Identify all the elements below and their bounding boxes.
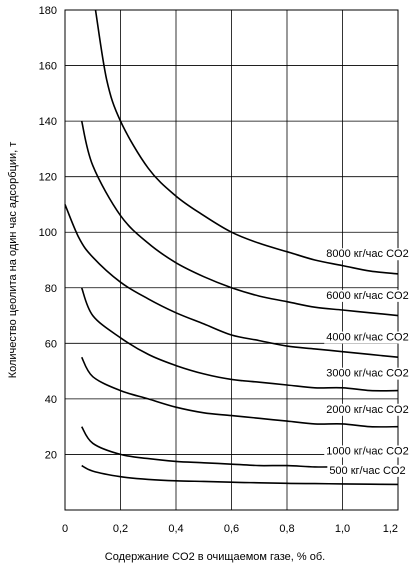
series-label-background [327,464,408,477]
series-label-background [324,248,411,261]
series-line [81,464,399,486]
y-tick-label: 140 [39,116,57,128]
series-labels: 8000 кг/час CO2 6000 кг/час CO2 4000 кг/ча… [324,248,411,477]
series-label: 500 кг/час CO2 [329,465,405,477]
x-tick-label: 1,0 [335,523,350,535]
x-tick-label: 0,2 [113,523,128,535]
y-tick-label: 20 [45,449,57,461]
series-label-background [324,331,411,344]
x-tick-label: 0,8 [279,523,294,535]
series-line [94,9,399,275]
series-label-background [324,367,411,380]
series-label-background [324,403,411,416]
series-label: 3000 кг/час CO2 [326,368,408,380]
y-tick-labels: 20 40 60 80 100 120 140 160 180 [39,5,57,461]
series-label: 6000 кг/час CO2 [326,290,408,302]
series-line [64,204,399,358]
series-label: 2000 кг/час CO2 [326,404,408,416]
x-tick-label: 0,6 [224,523,239,535]
series-label: 1000 кг/час CO2 [326,445,408,457]
y-tick-label: 100 [39,227,57,239]
x-tick-label: 0 [62,523,68,535]
y-tick-label: 60 [45,338,57,350]
y-tick-label: 180 [39,5,57,17]
x-axis-label: Содержание CO2 в очищаемом газе, % об. [105,551,325,563]
x-tick-labels: 0 0,2 0,4 0,6 0,8 1,0 1,2 [62,523,398,535]
y-tick-label: 80 [45,283,57,295]
y-axis-label: Количество цеолита на один час адсорбции… [7,142,19,379]
series-label: 8000 кг/час CO2 [326,248,408,260]
series-label-background [324,289,411,302]
series-label-background [324,445,411,458]
x-tick-label: 1,2 [383,523,398,535]
series-label: 4000 кг/час CO2 [326,332,408,344]
series-line [80,120,399,317]
series-line [80,287,399,392]
x-tick-label: 0,4 [168,523,183,535]
y-tick-label: 40 [45,394,57,406]
series-line [80,356,399,428]
y-tick-label: 160 [39,61,57,73]
y-tick-label: 120 [39,172,57,184]
